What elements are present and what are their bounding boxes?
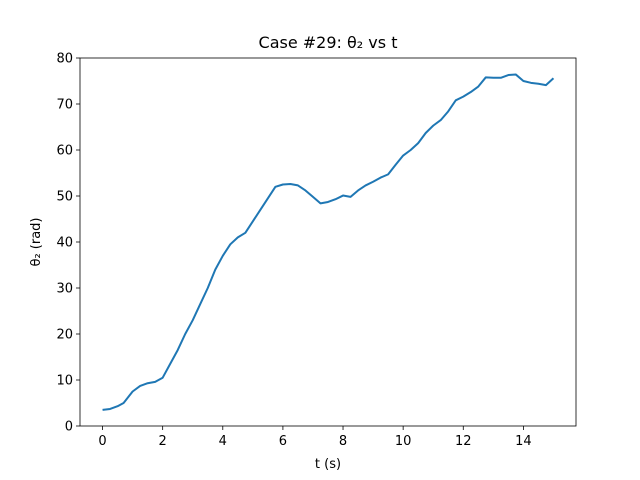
y-tick-label: 10 (56, 374, 73, 389)
x-tick-label: 14 (515, 434, 532, 449)
y-tick-label: 60 (56, 144, 73, 159)
x-tick-label: 8 (339, 434, 347, 449)
y-tick-label: 0 (65, 420, 73, 435)
y-tick-label: 30 (56, 282, 73, 297)
x-axis-label: t (s) (315, 457, 341, 472)
y-axis-label: θ₂ (rad) (29, 217, 44, 266)
y-tick-label: 80 (56, 52, 73, 67)
plot-frame (79, 57, 577, 427)
x-tick-label: 0 (98, 434, 106, 449)
y-tick-label: 70 (56, 98, 73, 113)
x-tick-label: 4 (219, 434, 227, 449)
y-tick-label: 20 (56, 328, 73, 343)
x-tick-label: 12 (455, 434, 472, 449)
x-tick-label: 6 (279, 434, 287, 449)
x-tick-label: 10 (395, 434, 412, 449)
y-tick-label: 50 (56, 190, 73, 205)
chart-title: Case #29: θ₂ vs t (259, 33, 398, 52)
y-tick-label: 40 (56, 236, 73, 251)
data-line (102, 73, 555, 411)
x-tick-label: 2 (159, 434, 167, 449)
